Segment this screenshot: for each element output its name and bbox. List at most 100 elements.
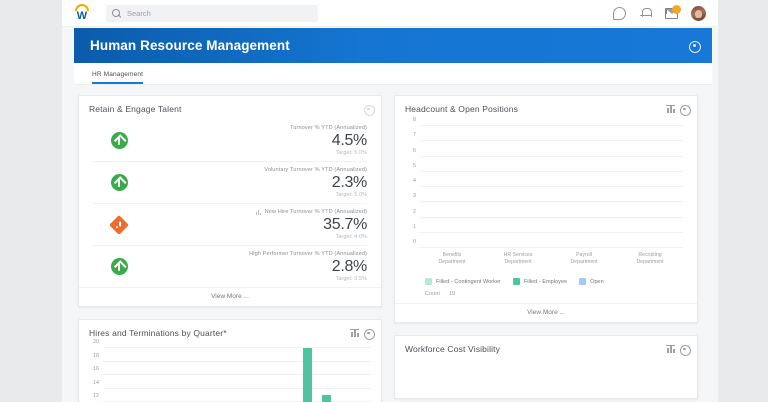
chart-type-icon[interactable]: [666, 344, 675, 354]
kpi-label: New Hire Turnover % YTD (Annualized): [264, 209, 367, 215]
search-icon: [112, 8, 121, 18]
card-title: Retain & Engage Talent: [89, 104, 182, 114]
inbox-icon[interactable]: [665, 5, 681, 19]
chart-y-tick: 4: [413, 178, 416, 184]
legend-label: Open: [590, 278, 604, 285]
count-label: Count: [425, 291, 440, 297]
kpi-row[interactable]: Turnover % YTD (Annualized) 4.5% Target:…: [93, 120, 367, 161]
kpi-value: 35.7%: [323, 216, 367, 233]
banner-settings-gear-icon[interactable]: [688, 40, 701, 53]
kpi-status-icon-wrap: [93, 214, 145, 235]
legend-item[interactable]: Filled - Employee: [512, 278, 568, 285]
card-headcount-open-positions: Headcount & Open Positions Benef: [394, 95, 698, 323]
chart-gridline: [419, 231, 683, 233]
chart-y-tick: 2: [413, 208, 416, 215]
kpi-label-wrap: High Performer Turnover % YTD (Annualize…: [145, 251, 367, 257]
chart-gridline: [419, 125, 683, 126]
chart-y-tick: 12: [93, 393, 99, 399]
chart-y-tick: 16: [93, 366, 99, 372]
kpi-row[interactable]: High Performer Turnover % YTD (Annualize…: [93, 245, 367, 287]
workday-logo-arc: [75, 4, 89, 11]
tab-strip: HR Management: [74, 63, 712, 85]
card-workforce-cost-visibility: Workforce Cost Visibility: [394, 335, 698, 399]
chart-gridline: [103, 347, 371, 348]
chart-gridline: [419, 170, 683, 172]
chart-canvas: Benefits Department HR Services Departmen…: [403, 117, 687, 274]
chart-headcount: Benefits Department HR Services Departmen…: [395, 117, 697, 297]
chat-icon[interactable]: [613, 6, 626, 20]
page-banner: Human Resource Management: [74, 28, 712, 63]
user-avatar[interactable]: [691, 5, 706, 21]
chart-bar-group[interactable]: Recruiting Department: [618, 126, 681, 265]
chart-gridline: [103, 360, 371, 362]
gear-icon[interactable]: [680, 344, 691, 356]
arrow-up-circle-icon: [110, 258, 128, 275]
chart-y-tick: 6: [413, 147, 416, 154]
view-more-link[interactable]: View More ...: [395, 303, 697, 322]
arrow-up-circle-icon: [110, 132, 128, 149]
kpi-body: Turnover % YTD (Annualized) 4.5% Target:…: [145, 125, 367, 156]
chart-y-tick: 5: [413, 162, 416, 169]
chart-gridline: [419, 155, 683, 157]
chart-count-row: Count 19: [403, 285, 687, 297]
chart-bar[interactable]: [303, 348, 312, 402]
legend-swatch: [579, 278, 587, 285]
chart-gridline: [419, 247, 683, 248]
kpi-row[interactable]: Voluntary Turnover % YTD (Annualized) 2.…: [93, 161, 367, 203]
gear-icon[interactable]: [364, 328, 375, 340]
kpi-target: Target: 5.0%: [335, 192, 367, 198]
chart-plot-area: Benefits Department HR Services Departmen…: [413, 117, 683, 265]
tab-hr-management[interactable]: HR Management: [92, 71, 144, 84]
chart-type-icon[interactable]: [350, 328, 359, 338]
legend-item[interactable]: Open: [579, 278, 604, 285]
kpi-target: Target: 5.0%: [335, 150, 367, 156]
chart-gridline: [419, 140, 683, 142]
chart-x-label: Benefits Department: [438, 252, 466, 265]
kpi-label: Voluntary Turnover % YTD (Annualized): [264, 167, 367, 173]
chart-bar-group[interactable]: Payroll Department: [552, 126, 615, 265]
chart-y-tick: 3: [413, 193, 416, 200]
topbar-icon-group: [613, 5, 710, 21]
chart-gridline: [103, 374, 371, 375]
kpi-row[interactable]: New Hire Turnover % YTD (Annualized) 35.…: [93, 203, 367, 245]
chart-gridline: [419, 201, 683, 203]
legend-label: Filled - Contingent Worker: [436, 278, 501, 285]
chart-type-icon[interactable]: [666, 104, 675, 114]
kpi-status-icon-wrap: [93, 258, 145, 275]
chart-y-tick: 0: [413, 239, 416, 245]
card-title: Workforce Cost Visibility: [405, 344, 501, 354]
chart-x-label: Payroll Department: [570, 252, 598, 265]
gear-icon[interactable]: [364, 104, 375, 116]
dashboard-grid: Retain & Engage Talent: [62, 85, 718, 402]
kpi-body: New Hire Turnover % YTD (Annualized) 35.…: [145, 209, 367, 240]
gear-icon[interactable]: [680, 104, 691, 116]
card-header: Headcount & Open Positions: [395, 96, 697, 118]
chart-y-tick: 8: [413, 117, 416, 123]
legend-swatch: [512, 278, 520, 285]
count-value: 19: [448, 291, 456, 297]
workday-logo[interactable]: W: [72, 3, 92, 23]
chart-bars: [103, 348, 371, 402]
workday-app: W Search Human Resource Management: [62, 0, 718, 402]
left-column: Retain & Engage Talent: [78, 95, 382, 402]
kpi-label-wrap: Turnover % YTD (Annualized): [145, 125, 367, 131]
chart-y-tick: 7: [413, 132, 416, 139]
chart-bar[interactable]: [322, 395, 331, 402]
legend-item[interactable]: Filled - Contingent Worker: [425, 278, 501, 285]
chart-bar-group[interactable]: HR Services Department: [486, 126, 549, 265]
kpi-value: 2.8%: [331, 258, 368, 275]
chart-y-tick: 1: [413, 223, 416, 230]
view-more-link[interactable]: View More ...: [79, 287, 381, 306]
chart-y-tick: 18: [93, 352, 99, 359]
notifications-bell-icon[interactable]: [639, 7, 652, 20]
kpi-target: Target: 4.0%: [335, 234, 367, 240]
kpi-status-icon-wrap: [93, 132, 145, 149]
inbox-badge: [672, 5, 681, 14]
legend-label: Filled - Employee: [523, 278, 568, 285]
card-header: Workforce Cost Visibility: [395, 336, 697, 358]
chart-bar-group[interactable]: Benefits Department: [420, 126, 483, 265]
search-input[interactable]: Search: [106, 4, 318, 22]
chart-plot-area: 12 14 16 18 20: [93, 339, 371, 402]
chart-y-tick: 14: [93, 379, 99, 386]
